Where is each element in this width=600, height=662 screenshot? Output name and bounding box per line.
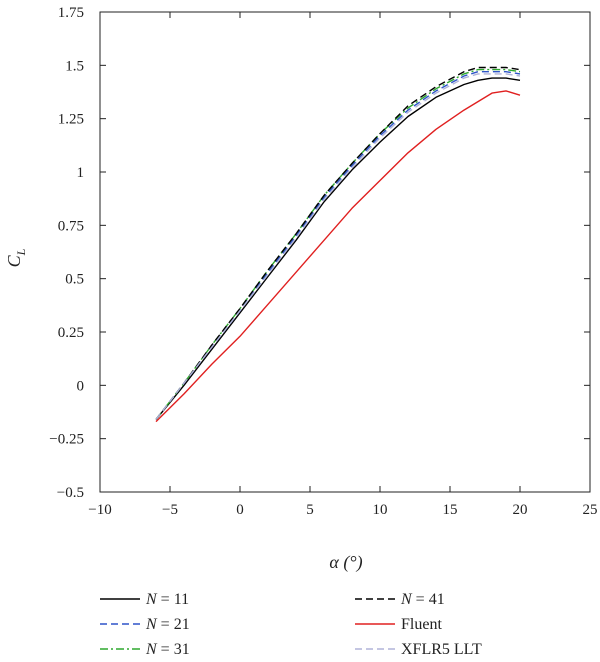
series-line-4: [155, 66, 521, 420]
legend-label-1: N = 11: [145, 591, 189, 608]
legend-label-value: = 31: [157, 641, 190, 658]
legend-label-3: N = 31: [145, 641, 190, 658]
legend-label-6: XFLR5 LLT: [401, 641, 482, 658]
y-tick-label: −0.25: [49, 432, 84, 448]
x-tick-label: 0: [236, 502, 244, 518]
legend-label-variable: N: [400, 591, 413, 608]
x-axis-title: α (°): [329, 552, 362, 573]
series-line-3: [155, 68, 521, 420]
y-axis-title-sub: L: [14, 248, 28, 256]
legend-label-value: Fluent: [401, 616, 442, 633]
y-axis-title: CL: [4, 248, 28, 267]
y-tick-label: 0.75: [58, 218, 84, 234]
legend-label-variable: N: [145, 641, 158, 658]
legend-label-4: N = 41: [400, 591, 445, 608]
y-tick-label: 1: [77, 165, 85, 181]
y-tick-label: 0: [77, 378, 85, 394]
x-tick-label: 5: [306, 502, 314, 518]
x-tick-label: 20: [513, 502, 528, 518]
y-axis-title-main: C: [4, 254, 24, 267]
legend-label-value: = 21: [157, 616, 190, 633]
legend-label-variable: N: [145, 591, 158, 608]
y-tick-label: 0.25: [58, 325, 84, 341]
x-tick-label: 10: [373, 502, 388, 518]
plot-frame: [99, 11, 591, 493]
x-tick-label: 25: [583, 502, 598, 518]
axes: −10 −5 0 5 10 15 20 25 −0.5 −0.25 0 0.25 0.5 0.75 1 1.2…: [49, 5, 597, 518]
y-tick-label: 1.25: [58, 112, 84, 128]
x-tick-label: −10: [88, 502, 111, 518]
series-line-1: [155, 77, 521, 420]
legend-label-value: XFLR5 LLT: [401, 641, 482, 658]
series-line-2: [155, 70, 521, 420]
series-lines: [155, 66, 521, 423]
y-tick-label: 1.5: [65, 58, 84, 74]
x-tick-label: 15: [443, 502, 458, 518]
legend-label-variable: N: [145, 616, 158, 633]
series-line-6: [155, 73, 521, 420]
y-tick-label: −0.5: [57, 485, 84, 501]
legend-label-value: = 41: [412, 591, 445, 608]
legend-label-5: Fluent: [401, 616, 442, 633]
y-tick-label: 0.5: [65, 272, 84, 288]
x-tick-label: −5: [162, 502, 178, 518]
legend-label-value: = 11: [157, 591, 189, 608]
legend-label-2: N = 21: [145, 616, 190, 633]
y-tick-label: 1.75: [58, 5, 84, 21]
series-line-5: [155, 90, 521, 423]
